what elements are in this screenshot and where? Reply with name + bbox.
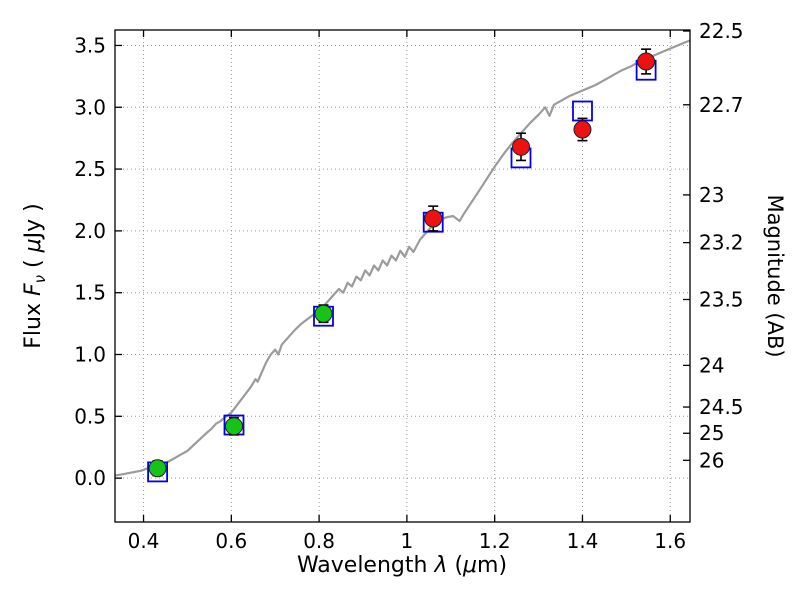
- x-tick-label: 0.4: [128, 529, 160, 553]
- y-tick-label-right: 22.5: [699, 19, 744, 43]
- y-tick-label-right: 23.2: [699, 231, 744, 255]
- observed-photometry-red: [424, 48, 656, 232]
- observed-point: [224, 417, 243, 436]
- grid-lines: [115, 30, 690, 522]
- y-tick-label-left: 3.5: [74, 34, 106, 58]
- axes-box: [114, 29, 691, 523]
- tick-labels-layer: 0.4 0.6 0.8 1 1.2 1.4 1.6 0.0 0.5 1.0 1.5 2.0 2.5 3.0…: [74, 19, 743, 553]
- observed-point: [148, 459, 167, 478]
- y-tick-label-right: 24.5: [699, 395, 744, 419]
- series-layer: [114, 39, 691, 483]
- grid: [115, 30, 690, 522]
- observed-photometry-green: [148, 304, 333, 478]
- y-tick-label-left: 0.0: [74, 466, 106, 490]
- x-tick-label: 1: [401, 529, 414, 553]
- x-tick-label: 1.4: [567, 529, 599, 553]
- observed-point: [314, 304, 333, 323]
- x-tick-label: 0.6: [215, 529, 247, 553]
- y-tick-label-right: 25: [699, 421, 724, 445]
- axis-ticks: [115, 30, 690, 522]
- y-tick-label-right: 23: [699, 183, 724, 207]
- axes-layer: [114, 29, 691, 523]
- y-tick-label-left: 2.5: [74, 157, 106, 181]
- y-tick-label-left: 2.0: [74, 219, 106, 243]
- observed-point: [637, 52, 656, 71]
- model-spectrum-line: [114, 39, 691, 477]
- x-tick-label: 0.8: [303, 529, 335, 553]
- y-axis-label-left: Flux Fν ( μJy ): [21, 203, 49, 348]
- y-tick-labels-left: 0.0 0.5 1.0 1.5 2.0 2.5 3.0 3.5: [74, 34, 106, 491]
- x-tick-label: 1.6: [654, 529, 686, 553]
- y-tick-label-right: 26: [699, 448, 724, 472]
- y-axis-label-right: Magnitude (AB): [763, 194, 787, 357]
- y-tick-label-left: 3.0: [74, 95, 106, 119]
- x-tick-label: 1.2: [479, 529, 511, 553]
- x-axis-label: Wavelength λ (μm): [297, 553, 507, 578]
- y-tick-label-left: 1.5: [74, 281, 106, 305]
- observed-point: [424, 209, 443, 228]
- y-tick-labels-right: 22.5 22.7 23 23.2 23.5 24 24.525 26: [699, 19, 744, 472]
- x-tick-labels: 0.4 0.6 0.8 1 1.2 1.4 1.6: [128, 529, 687, 553]
- y-tick-label-left: 0.5: [74, 404, 106, 428]
- observed-point: [512, 137, 531, 156]
- observed-point: [573, 120, 592, 139]
- y-tick-label-right: 23.5: [699, 288, 744, 312]
- y-tick-label-right: 24: [699, 353, 724, 377]
- y-tick-label-left: 1.0: [74, 343, 106, 367]
- y-tick-label-right: 22.7: [699, 93, 744, 117]
